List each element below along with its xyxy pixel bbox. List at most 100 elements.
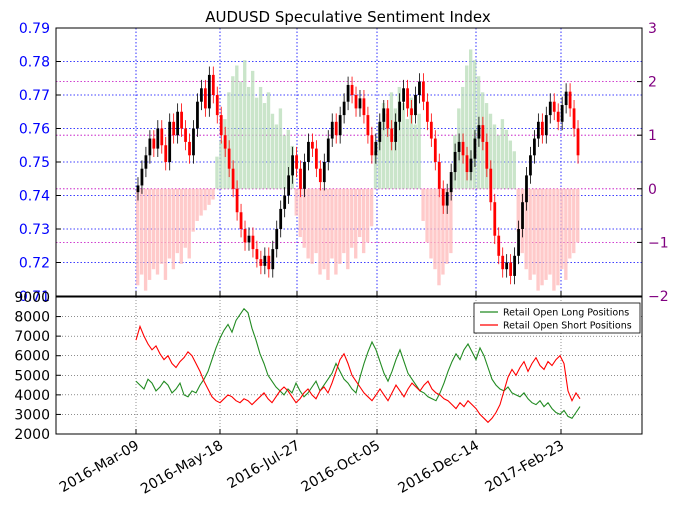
candle-body <box>243 229 247 243</box>
x-tick-label: 2016-May-18 <box>138 438 226 498</box>
ssi-bar-long <box>405 119 409 189</box>
ssi-bar-short <box>540 188 544 286</box>
candle-body <box>295 155 298 169</box>
candle-body <box>552 101 556 112</box>
candle-body <box>148 138 152 156</box>
candle-body <box>172 121 176 136</box>
ssi-bar-long <box>274 124 279 189</box>
positions-panel: 2000 3000 4000 5000 6000 7000 8000 9000 Retail … <box>14 290 643 443</box>
candle-body <box>548 101 552 116</box>
candle-body <box>406 88 409 109</box>
candle-body <box>303 162 306 189</box>
sentiment-tick-label: 2 <box>648 75 657 91</box>
candle-body <box>453 151 457 173</box>
candle-body <box>457 141 461 152</box>
price-axis: 0.71 0.72 0.73 0.74 0.75 0.76 0.77 0.78 0.79 <box>19 21 61 305</box>
candle-body <box>505 262 509 270</box>
ssi-bar-short <box>159 188 164 264</box>
candle-body <box>251 235 255 250</box>
candle-body <box>307 141 310 162</box>
candle-body <box>501 255 505 270</box>
ssi-bar-long <box>500 119 505 189</box>
ssi-bar-short <box>544 188 548 280</box>
sentiment-tick-label: −1 <box>648 235 669 251</box>
candle-body <box>469 158 473 173</box>
ssi-bar-short <box>139 188 144 275</box>
positions-axis: 2000 3000 4000 5000 6000 7000 8000 9000 <box>14 290 61 443</box>
candle-body <box>441 188 445 206</box>
ssi-bar-short <box>369 188 374 227</box>
candle-body <box>350 84 354 95</box>
ssi-bar-short <box>163 188 168 280</box>
ssi-bar-short <box>429 188 433 259</box>
ssi-bar-long <box>377 124 382 189</box>
candle-body <box>398 101 402 122</box>
price-tick-label: 0.78 <box>19 55 50 71</box>
ssi-bar-long <box>409 97 413 189</box>
candle-body <box>465 155 469 173</box>
positions-tick-label: 9000 <box>14 290 50 306</box>
candle-body <box>314 148 318 169</box>
price-sentiment-panel: 0.710.720.730.740.750.760.770.780.79 −2−… <box>19 21 669 305</box>
positions-tick-label: 7000 <box>14 329 50 345</box>
ssi-bar-long <box>239 81 243 189</box>
ssi-bar-long <box>512 151 516 189</box>
ssi-bar-long <box>270 113 275 189</box>
candle-body <box>362 98 366 116</box>
candle-body <box>418 81 421 95</box>
price-tick-label: 0.77 <box>19 88 50 104</box>
candle-body <box>473 138 477 159</box>
candle-body <box>513 255 516 276</box>
ssi-bar-short <box>338 188 342 264</box>
candle-body <box>196 101 199 129</box>
candle-body <box>560 105 564 122</box>
ssi-bar-long <box>278 108 283 189</box>
ssi-bar-short <box>576 188 580 243</box>
candle-body <box>410 108 413 116</box>
candle-body <box>489 168 493 203</box>
candle-body <box>449 172 453 193</box>
sentiment-tick-label: −2 <box>648 289 669 305</box>
ssi-bar-short <box>187 188 191 259</box>
candle-body <box>239 212 243 229</box>
price-tick-label: 0.73 <box>19 222 50 238</box>
candle-body <box>211 74 215 95</box>
ssi-bar-short <box>314 188 318 254</box>
ssi-bar-short <box>167 188 172 259</box>
ssi-bar-long <box>508 140 513 189</box>
legend-label: Retail Open Short Positions <box>503 321 632 332</box>
candle-body <box>192 128 195 156</box>
candle-body <box>188 141 191 156</box>
candle-body <box>267 255 271 270</box>
candle-body <box>227 148 231 169</box>
candle-body <box>382 108 386 122</box>
x-tick-label: 2016-Oct-05 <box>299 438 383 496</box>
price-tick-label: 0.79 <box>19 21 50 37</box>
ssi-bar-short <box>318 188 322 275</box>
candle-body <box>521 202 524 229</box>
candle-body <box>334 121 338 136</box>
candle-body <box>536 121 540 139</box>
candle-body <box>390 128 394 142</box>
ssi-bar-short <box>354 188 358 259</box>
ssi-bar-short <box>441 188 445 275</box>
positions-tick-label: 8000 <box>14 310 50 326</box>
ssi-bar-long <box>397 86 402 189</box>
ssi-bar-short <box>191 188 195 232</box>
candle-body <box>283 195 287 209</box>
candle-body <box>160 128 164 146</box>
candle-body <box>144 155 148 169</box>
ssi-bar-short <box>556 188 560 286</box>
candle-body <box>318 168 322 183</box>
positions-tick-label: 5000 <box>14 368 50 384</box>
positions-tick-label: 4000 <box>14 388 50 404</box>
ssi-bar-short <box>437 188 441 286</box>
ssi-bar-long <box>469 49 473 189</box>
candle-body <box>136 185 140 193</box>
ssi-bar-short <box>350 188 354 248</box>
candle-body <box>215 95 219 116</box>
ssi-bar-short <box>361 188 366 254</box>
candle-body <box>231 168 235 189</box>
candle-body <box>564 91 568 106</box>
ssi-bar-short <box>564 188 568 280</box>
